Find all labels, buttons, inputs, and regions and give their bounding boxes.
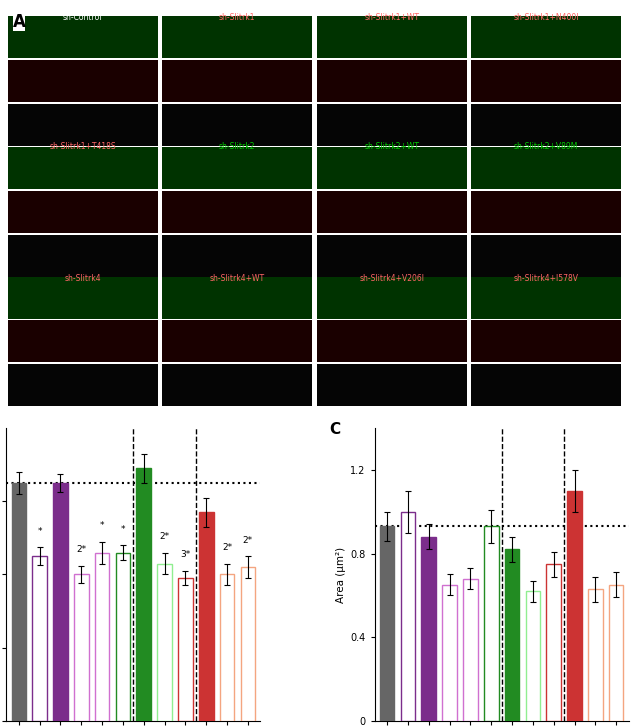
- Bar: [401, 512, 415, 721]
- Bar: [422, 537, 436, 721]
- Bar: [317, 320, 467, 363]
- Text: sh-Slitrk2+V89M: sh-Slitrk2+V89M: [514, 143, 578, 151]
- Text: sh-Slitrk4+I578V: sh-Slitrk4+I578V: [514, 274, 578, 282]
- Y-axis label: Area (μm²): Area (μm²): [336, 547, 346, 603]
- Bar: [162, 320, 312, 363]
- Bar: [162, 147, 312, 189]
- Bar: [380, 526, 394, 721]
- Bar: [162, 191, 312, 233]
- Text: *: *: [121, 525, 125, 534]
- Text: sh-Slitrk4+WT: sh-Slitrk4+WT: [210, 274, 264, 282]
- Bar: [162, 16, 312, 58]
- Bar: [162, 234, 312, 277]
- Bar: [567, 491, 582, 721]
- Text: 2*: 2*: [159, 532, 170, 541]
- Text: A: A: [13, 13, 25, 31]
- Text: *: *: [37, 527, 42, 536]
- Bar: [220, 574, 234, 721]
- Bar: [526, 591, 540, 721]
- Text: sh-Slitrk1+T418S: sh-Slitrk1+T418S: [50, 143, 116, 151]
- Text: Synapsin: Synapsin: [625, 76, 635, 85]
- Text: 2*: 2*: [243, 536, 253, 545]
- Bar: [588, 589, 603, 721]
- Bar: [471, 103, 621, 146]
- Bar: [241, 567, 255, 721]
- Bar: [11, 483, 26, 721]
- Text: sh-Slitrk4+V206I: sh-Slitrk4+V206I: [359, 274, 424, 282]
- Bar: [8, 234, 157, 277]
- Text: C: C: [329, 422, 340, 438]
- Bar: [137, 469, 151, 721]
- Bar: [74, 574, 89, 721]
- Text: EGFP: EGFP: [625, 249, 635, 258]
- Bar: [317, 103, 467, 146]
- Bar: [95, 553, 109, 721]
- Bar: [8, 320, 157, 363]
- Text: sh-Slitrk1+N400I: sh-Slitrk1+N400I: [514, 13, 579, 23]
- Text: sh-Control: sh-Control: [63, 13, 102, 23]
- Bar: [157, 563, 172, 721]
- Bar: [162, 364, 312, 406]
- Bar: [317, 147, 467, 189]
- Bar: [463, 579, 478, 721]
- Bar: [178, 578, 192, 721]
- Text: Merged: Merged: [625, 162, 635, 171]
- Bar: [609, 585, 624, 721]
- Bar: [471, 364, 621, 406]
- Text: Merged: Merged: [625, 293, 635, 302]
- Bar: [8, 364, 157, 406]
- Bar: [471, 60, 621, 102]
- Bar: [443, 585, 457, 721]
- Bar: [471, 277, 621, 319]
- Bar: [471, 191, 621, 233]
- Text: 2*: 2*: [76, 545, 86, 554]
- Text: sh-Slitrk2: sh-Slitrk2: [218, 143, 255, 151]
- Bar: [546, 564, 561, 721]
- Bar: [317, 60, 467, 102]
- Text: sh-Slitrk2+WT: sh-Slitrk2+WT: [364, 143, 419, 151]
- Text: *: *: [100, 521, 104, 530]
- Text: 3*: 3*: [180, 550, 190, 559]
- Bar: [8, 16, 157, 58]
- Bar: [162, 103, 312, 146]
- Bar: [8, 60, 157, 102]
- Bar: [317, 191, 467, 233]
- Bar: [317, 16, 467, 58]
- Bar: [8, 277, 157, 319]
- Bar: [471, 234, 621, 277]
- Bar: [199, 513, 213, 721]
- Bar: [53, 483, 68, 721]
- Bar: [162, 277, 312, 319]
- Bar: [8, 147, 157, 189]
- Bar: [317, 234, 467, 277]
- Bar: [116, 553, 130, 721]
- Bar: [32, 556, 47, 721]
- Bar: [505, 550, 519, 721]
- Bar: [317, 364, 467, 406]
- Bar: [484, 526, 498, 721]
- Bar: [471, 16, 621, 58]
- Text: 2*: 2*: [222, 543, 232, 552]
- Bar: [317, 277, 467, 319]
- Text: Merged: Merged: [625, 33, 635, 41]
- Text: Synapsin: Synapsin: [625, 337, 635, 346]
- Bar: [8, 191, 157, 233]
- Bar: [471, 320, 621, 363]
- Bar: [471, 147, 621, 189]
- Bar: [8, 103, 157, 146]
- Text: EGFP: EGFP: [625, 120, 635, 129]
- Text: Synapsin: Synapsin: [625, 205, 635, 215]
- Bar: [162, 60, 312, 102]
- Text: sh-Slitrk1+WT: sh-Slitrk1+WT: [364, 13, 419, 23]
- Text: sh-Slitrk1: sh-Slitrk1: [218, 13, 255, 23]
- Text: EGFP: EGFP: [625, 381, 635, 389]
- Text: sh-Slitrk4: sh-Slitrk4: [64, 274, 101, 282]
